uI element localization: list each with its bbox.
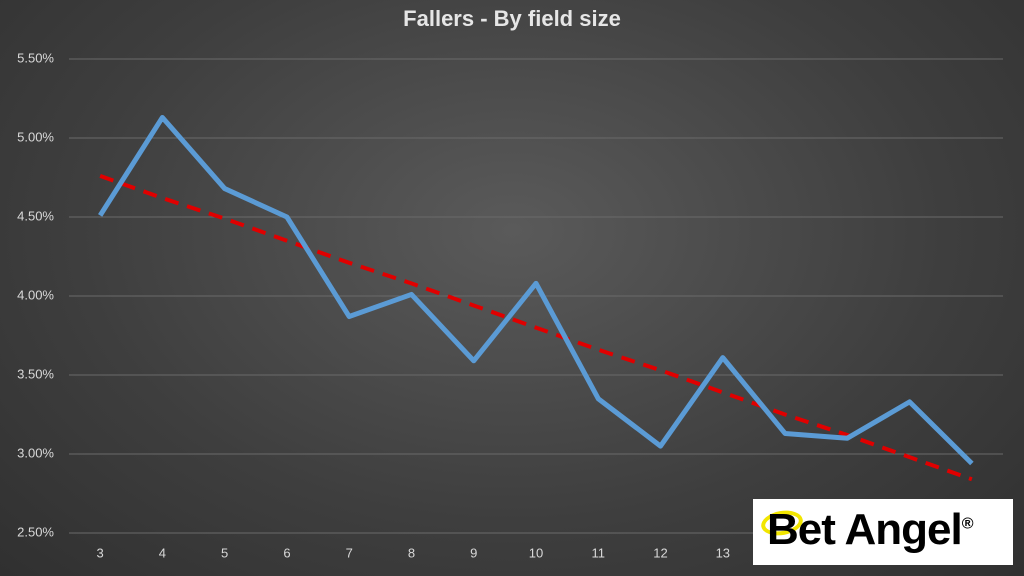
y-tick-label: 4.50% [17,208,54,223]
x-tick-label: 11 [592,545,606,560]
chart-title: Fallers - By field size [403,6,621,31]
y-tick-label: 3.00% [17,445,54,460]
logo-mark: ® [961,515,974,533]
logo: Bet Angel® [753,499,1013,565]
logo-text: Bet Angel® [767,505,973,555]
y-tick-label: 2.50% [17,524,54,539]
trend-line [99,174,973,482]
x-tick-label: 6 [283,545,290,560]
x-tick-label: 3 [97,545,104,560]
x-tick-label: 4 [159,545,166,560]
logo-name: Bet Angel [767,505,963,554]
y-tick-label: 3.50% [17,366,54,381]
y-tick-label: 5.00% [17,129,54,144]
y-tick-label: 4.00% [17,287,54,302]
x-tick-label: 13 [716,545,730,560]
x-tick-label: 5 [221,545,228,560]
x-tick-label: 9 [470,545,477,560]
x-tick-label: 7 [346,545,353,560]
data-line [98,114,974,466]
x-tick-label: 8 [408,545,415,560]
x-tick-label: 10 [529,545,543,560]
x-tick-label: 12 [653,545,667,560]
y-tick-label: 5.50% [17,50,54,65]
